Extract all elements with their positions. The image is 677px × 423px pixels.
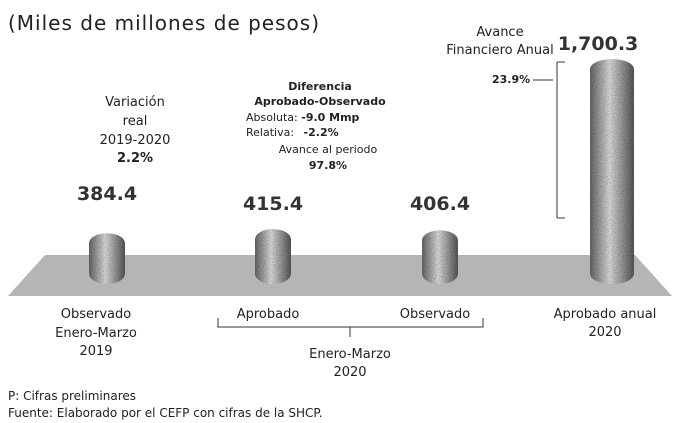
- variation-value: 2.2%: [117, 151, 153, 166]
- relative-value: -2.2%: [304, 126, 339, 139]
- value-label: 1,700.3: [558, 33, 639, 55]
- floor: [8, 255, 672, 296]
- x-tick-label: Observado: [61, 307, 132, 322]
- note: Fuente: Elaborado por el CEFP con cifras…: [8, 406, 323, 420]
- progress-label: Avance al periodo: [279, 143, 378, 156]
- bar: [422, 230, 458, 284]
- bar: [89, 233, 125, 284]
- variation-text: Variación: [105, 95, 165, 110]
- x-tick-label: 2020: [588, 325, 621, 340]
- absolute-label: Absoluta:: [246, 111, 298, 124]
- bar: [255, 229, 291, 284]
- relative: Relativa: -2.2%: [246, 126, 339, 139]
- group-label: Enero-Marzo: [309, 347, 391, 362]
- group-label: 2020: [333, 365, 366, 380]
- bar: [590, 59, 634, 284]
- progress-value: 97.8%: [309, 159, 347, 172]
- note: P: Cifras preliminares: [8, 389, 136, 403]
- group-bracket: [217, 318, 484, 337]
- x-tick-label: Aprobado: [237, 307, 300, 322]
- value-label: 406.4: [410, 193, 470, 215]
- relative-label: Relativa:: [246, 126, 294, 139]
- difference-title: Aprobado-Observado: [254, 95, 386, 108]
- value-label: 415.4: [243, 193, 303, 215]
- variation-text: real: [123, 114, 148, 129]
- value-label: 384.4: [77, 183, 137, 205]
- annual-bracket: [533, 61, 565, 219]
- absolute: Absoluta: -9.0 Mmp: [246, 111, 360, 124]
- annual-value: 23.9%: [492, 73, 530, 86]
- chart-title: (Miles de millones de pesos): [8, 11, 320, 35]
- annual-text: Financiero Anual: [446, 43, 553, 58]
- annual-text: Avance: [476, 25, 523, 40]
- difference-title: Diferencia: [288, 80, 352, 93]
- x-tick-label: Observado: [400, 307, 471, 322]
- x-tick-label: Aprobado anual: [554, 307, 657, 322]
- variation-text: 2019-2020: [100, 133, 171, 148]
- x-tick-label: 2019: [79, 344, 112, 359]
- x-tick-label: Enero-Marzo: [55, 326, 137, 341]
- absolute-value: -9.0 Mmp: [301, 111, 359, 124]
